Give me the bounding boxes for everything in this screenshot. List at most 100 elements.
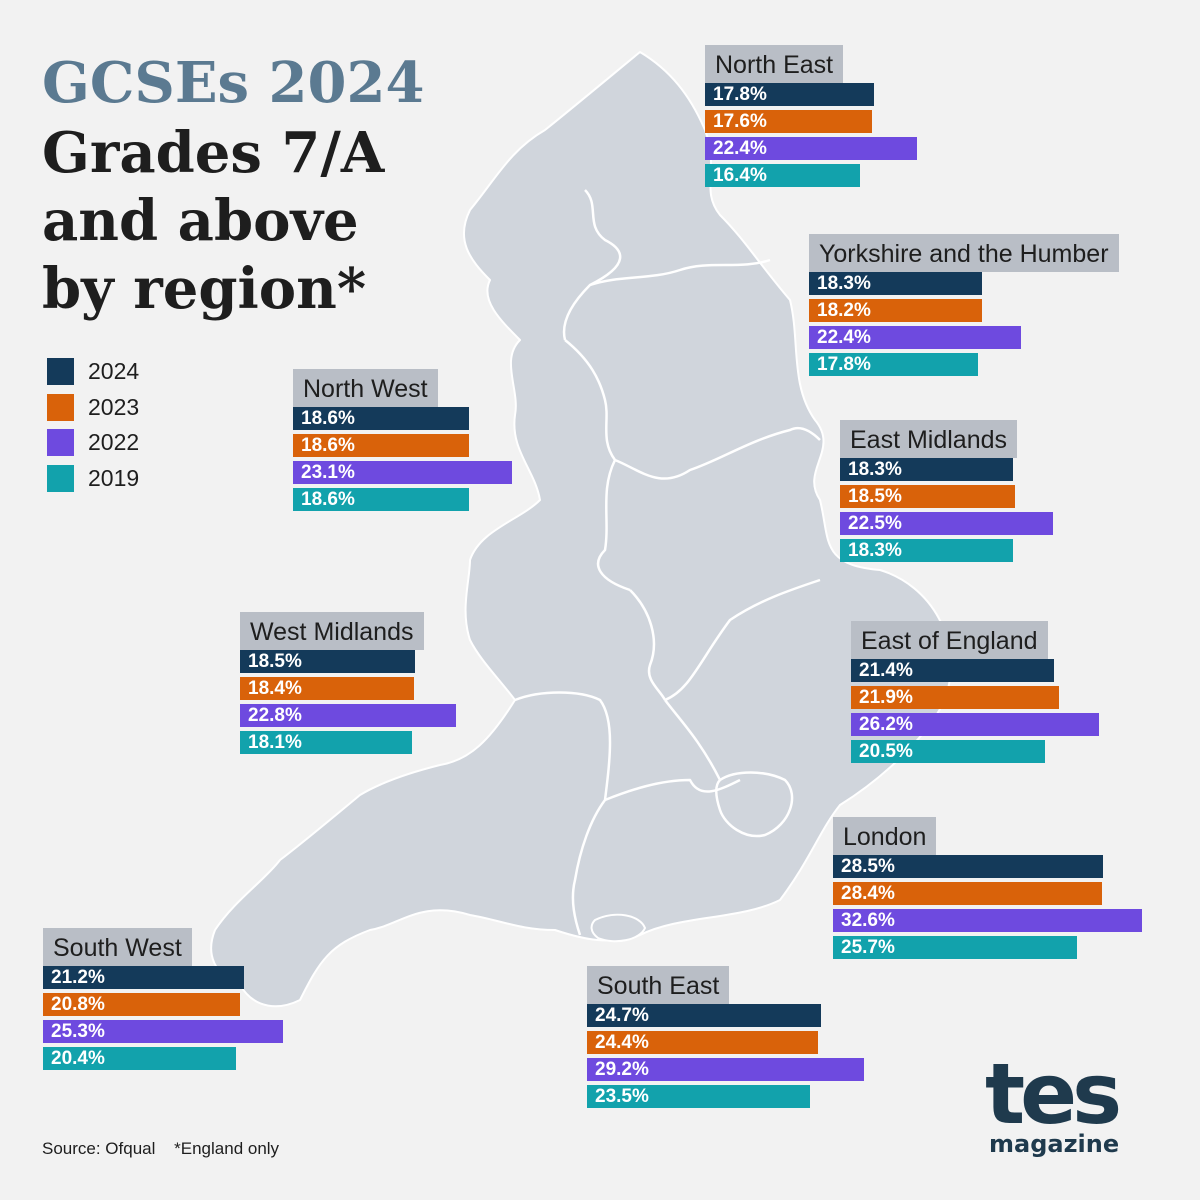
bar-2019: 23.5%: [587, 1085, 810, 1108]
bar-2022: 32.6%: [833, 909, 1142, 932]
region-bars: 21.4% 21.9% 26.2% 20.5%: [851, 659, 1099, 763]
bar-2022: 29.2%: [587, 1058, 864, 1081]
legend-item: 2024: [47, 354, 139, 390]
region-bars: 18.5% 18.4% 22.8% 18.1%: [240, 650, 456, 754]
border-north: [562, 189, 622, 341]
region-bars: 17.8% 17.6% 22.4% 16.4%: [705, 83, 917, 187]
bar-2024: 21.4%: [851, 659, 1054, 682]
legend-label: 2023: [88, 393, 140, 420]
region-bars: 18.3% 18.5% 22.5% 18.3%: [840, 458, 1053, 562]
bar-2024: 28.5%: [833, 855, 1103, 878]
region-label: London: [833, 817, 937, 855]
bar-2019: 18.6%: [293, 488, 469, 511]
bar-2023: 17.6%: [705, 110, 872, 133]
bar-2019: 18.3%: [840, 539, 1013, 562]
bar-2022: 25.3%: [43, 1020, 283, 1043]
border-wm-sw: [514, 691, 612, 936]
bar-2022: 22.5%: [840, 512, 1053, 535]
border-nw-yorks: [564, 339, 617, 461]
legend-label: 2019: [88, 464, 140, 491]
legend-swatch: [47, 358, 74, 386]
border-ne-yorks: [589, 258, 771, 287]
region-label: North East: [705, 45, 844, 83]
bar-2022: 22.4%: [809, 326, 1021, 349]
bar-2024: 18.5%: [240, 650, 415, 673]
bar-2024: 18.3%: [809, 272, 982, 295]
region-west-midlands: West Midlands 18.5% 18.4% 22.8% 18.1%: [240, 612, 456, 758]
bar-2022: 22.4%: [705, 137, 917, 160]
region-label: East Midlands: [840, 420, 1018, 458]
bar-2024: 24.7%: [587, 1004, 821, 1027]
region-label: East of England: [851, 621, 1048, 659]
legend-item: 2019: [47, 461, 139, 497]
region-label: Yorkshire and the Humber: [809, 234, 1119, 272]
bar-2023: 24.4%: [587, 1031, 818, 1054]
bar-2023: 28.4%: [833, 882, 1102, 905]
border-yorks-em: [614, 426, 821, 480]
region-south-east: South East 24.7% 24.4% 29.2% 23.5%: [587, 966, 864, 1112]
bar-2022: 26.2%: [851, 713, 1099, 736]
legend-item: 2022: [47, 425, 139, 461]
bar-2023: 20.8%: [43, 993, 240, 1016]
title-line-2: Grades 7/A: [42, 120, 385, 186]
bar-2023: 18.4%: [240, 677, 414, 700]
region-label: South West: [43, 928, 192, 966]
legend-item: 2023: [47, 390, 139, 426]
border-wm-em: [629, 589, 667, 701]
bar-2024: 17.8%: [705, 83, 874, 106]
bar-2023: 21.9%: [851, 686, 1059, 709]
source-note: Source: Ofqual *England only: [42, 1139, 293, 1159]
bar-2022: 22.8%: [240, 704, 456, 727]
region-bars: 18.3% 18.2% 22.4% 17.8%: [809, 272, 1119, 376]
legend-swatch: [47, 429, 74, 457]
map-isle-of-wight: [590, 913, 646, 943]
bar-2023: 18.2%: [809, 299, 982, 322]
region-east-midlands: East Midlands 18.3% 18.5% 22.5% 18.3%: [840, 420, 1053, 566]
region-bars: 24.7% 24.4% 29.2% 23.5%: [587, 1004, 864, 1108]
border-nw-wm: [596, 459, 631, 592]
region-south-west: South West 21.2% 20.8% 25.3% 20.4%: [43, 928, 283, 1074]
region-north-west: North West 18.6% 18.6% 23.1% 18.6%: [293, 369, 512, 515]
region-bars: 21.2% 20.8% 25.3% 20.4%: [43, 966, 283, 1070]
legend: 2024 2023 2022 2019: [47, 354, 139, 496]
logo-word: tes: [985, 1045, 1122, 1143]
bar-2024: 18.3%: [840, 458, 1013, 481]
region-yorkshire-and-the-humber: Yorkshire and the Humber 18.3% 18.2% 22.4%…: [809, 234, 1119, 380]
title-line-1: GCSEs 2024: [42, 50, 425, 116]
bar-2019: 20.4%: [43, 1047, 236, 1070]
title-line-3: and above: [42, 188, 359, 254]
bar-2019: 17.8%: [809, 353, 978, 376]
bar-2024: 21.2%: [43, 966, 244, 989]
title-line-4: by region*: [42, 256, 367, 322]
bar-2019: 16.4%: [705, 164, 860, 187]
tes-magazine-logo: tes magazine: [985, 1045, 1122, 1158]
region-bars: 28.5% 28.4% 32.6% 25.7%: [833, 855, 1142, 959]
legend-swatch: [47, 393, 74, 421]
bar-2019: 25.7%: [833, 936, 1077, 959]
source-text: Source: Ofqual: [42, 1139, 156, 1158]
border-ee-se: [664, 699, 722, 781]
legend-label: 2022: [88, 429, 140, 456]
bar-2019: 18.1%: [240, 731, 412, 754]
region-label: North West: [293, 369, 438, 407]
border-em-ee: [664, 578, 821, 702]
legend-label: 2024: [88, 358, 140, 385]
bar-2022: 23.1%: [293, 461, 512, 484]
bar-2019: 20.5%: [851, 740, 1045, 763]
bar-2024: 18.6%: [293, 407, 469, 430]
region-east-of-england: East of England 21.4% 21.9% 26.2% 20.5%: [851, 621, 1099, 767]
region-london: London 28.5% 28.4% 32.6% 25.7%: [833, 817, 1142, 963]
map-england-outline: [210, 51, 952, 1008]
bar-2023: 18.5%: [840, 485, 1015, 508]
border-london: [715, 771, 794, 838]
footnote-text: *England only: [174, 1139, 280, 1158]
logo-sub: magazine: [989, 1130, 1120, 1158]
border-se-west: [604, 778, 741, 802]
region-label: South East: [587, 966, 730, 1004]
bar-2023: 18.6%: [293, 434, 469, 457]
region-bars: 18.6% 18.6% 23.1% 18.6%: [293, 407, 512, 511]
region-label: West Midlands: [240, 612, 424, 650]
region-north-east: North East 17.8% 17.6% 22.4% 16.4%: [705, 45, 917, 191]
legend-swatch: [47, 464, 74, 492]
